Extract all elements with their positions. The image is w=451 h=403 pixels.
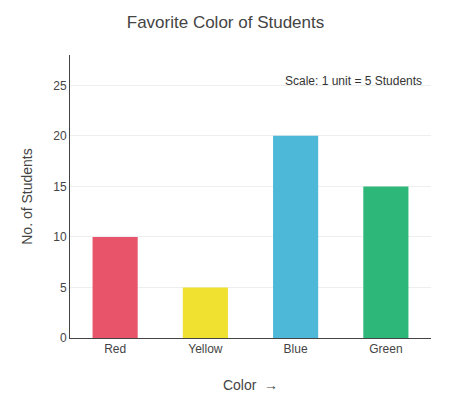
svg-text:20: 20 [53,129,67,143]
svg-text:Blue: Blue [284,342,308,356]
svg-text:5: 5 [60,281,67,295]
svg-text:Yellow: Yellow [188,342,223,356]
svg-text:0: 0 [60,331,67,345]
svg-text:Color →: Color → [223,377,278,393]
svg-text:25: 25 [53,79,67,93]
svg-text:Green: Green [369,342,402,356]
svg-text:10: 10 [53,230,67,244]
svg-text:Favorite Color of Students: Favorite Color of Students [127,13,324,32]
svg-text:Scale: 1 unit = 5 Students: Scale: 1 unit = 5 Students [285,74,422,88]
svg-text:15: 15 [53,180,67,194]
svg-text:Red: Red [104,342,126,356]
svg-text:No. of Students: No. of Students [19,148,35,245]
